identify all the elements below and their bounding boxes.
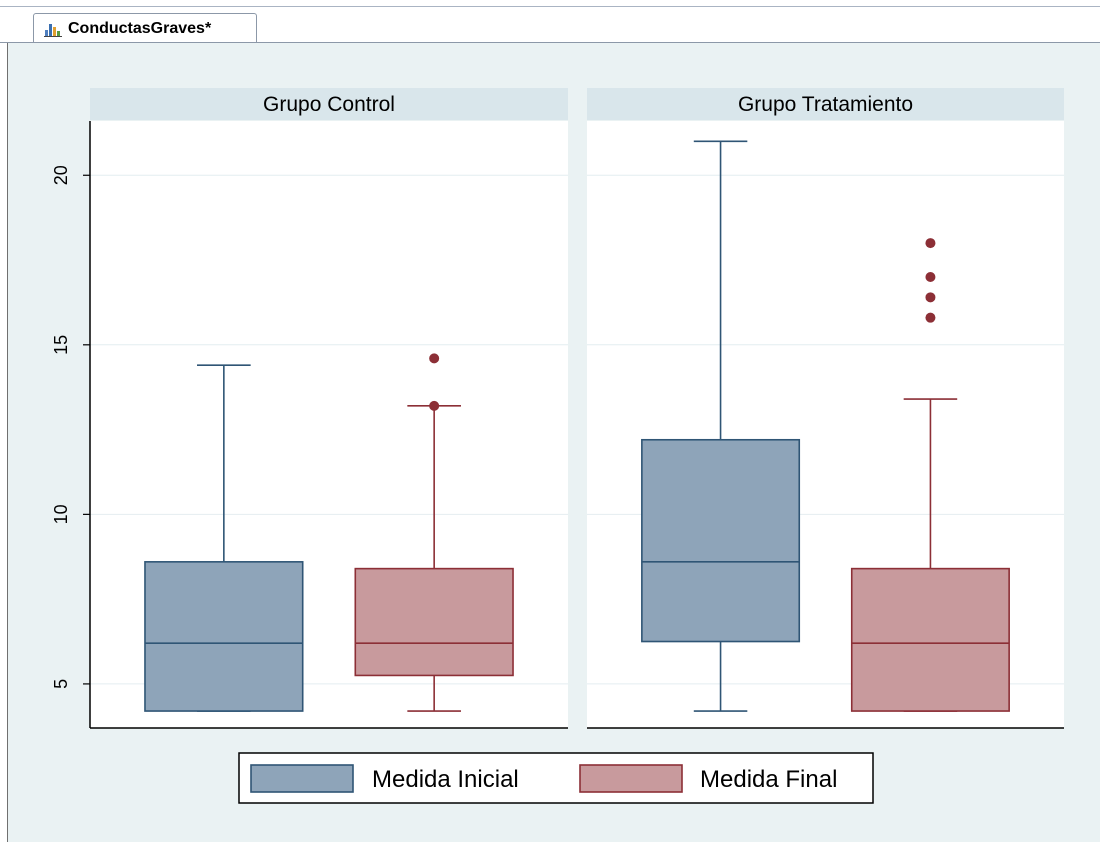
outlier-point [429,353,440,364]
tab-graph[interactable]: ConductasGraves* [33,13,257,43]
panel-header [587,88,1064,120]
graph-window: Grupo Control 5 10 15 20 Grupo Tratamiento Me… [9,44,1100,842]
legend: Medida Inicial Medida Final [238,752,874,804]
box-iqr [144,561,304,712]
box-medida-inicial [641,140,801,712]
panel-grupo-tratamiento: Grupo Tratamiento [587,88,1064,729]
y-tick-label: 15 [51,335,71,355]
legend-label: Medida Final [700,766,837,793]
box-medida-inicial [144,364,304,712]
outlier-point [925,292,936,303]
outlier-point [925,312,936,323]
legend-label: Medida Inicial [372,766,519,793]
legend-key-medida-final [579,764,683,793]
y-tick-label: 5 [51,679,71,689]
outlier-point [925,271,936,282]
tab-bar: ConductasGraves* [0,0,1100,44]
box-iqr [850,567,1010,712]
box-medida-final [354,353,514,712]
bar-chart-icon [44,21,64,37]
panel-header [90,88,568,120]
box-iqr [641,438,801,643]
y-tick-label: 20 [51,165,71,185]
box-plot-chart: Grupo Control 5 10 15 20 Grupo Tratamiento Me… [51,88,1064,804]
panel-title: Grupo Control [263,93,395,116]
box-medida-final [850,238,1010,712]
tab-bar-top-border [0,6,1100,7]
box-iqr [354,567,514,677]
panel-grupo-control: Grupo Control 5 10 15 20 [51,88,568,729]
legend-key-medida-inicial [250,764,354,793]
outlier-point [925,238,936,249]
panels: Grupo Control 5 10 15 20 Grupo Tratamiento [51,88,1064,729]
panel-title: Grupo Tratamiento [738,93,913,116]
outlier-point [429,400,440,411]
tab-label: ConductasGraves* [68,19,212,37]
y-tick-label: 10 [51,504,71,524]
tab-bar-bottom-border [0,42,1100,43]
